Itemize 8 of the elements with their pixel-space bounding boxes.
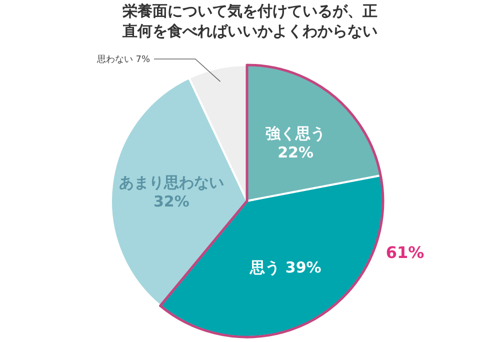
data-label: 22%: [278, 143, 314, 162]
slice-label: 思う 39%: [249, 258, 322, 277]
chart-title: 栄養面について気を付けているが、正直何を食べればいいかよくわからない: [122, 2, 378, 40]
slice-label: 強く思う: [266, 124, 326, 142]
slice-label: あまり思わない: [118, 173, 224, 192]
slice-label: 思わない 7%: [96, 54, 150, 65]
data-label: 32%: [153, 192, 190, 210]
text: 61%: [386, 243, 424, 262]
